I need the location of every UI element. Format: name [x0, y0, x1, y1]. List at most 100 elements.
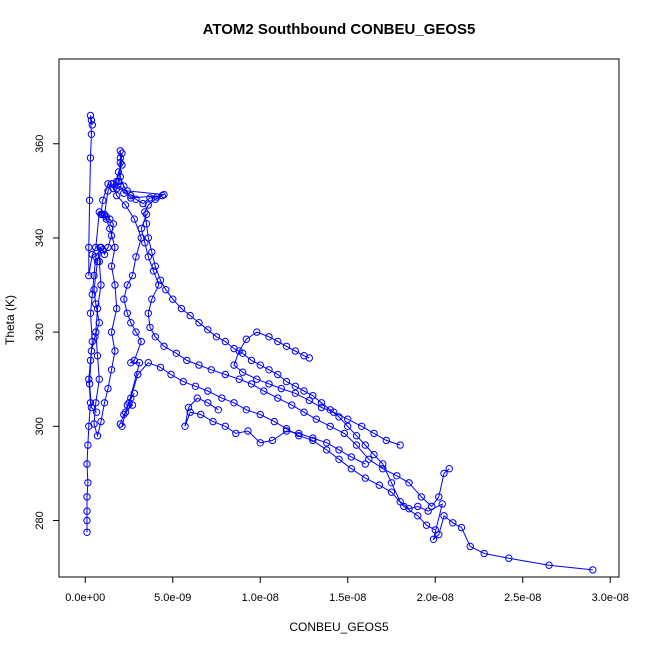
data-point	[340, 429, 348, 438]
data-point	[270, 417, 278, 426]
x-tick-label: 1.5e-08	[329, 592, 366, 604]
data-point	[265, 366, 273, 374]
data-point	[545, 561, 553, 569]
data-series-3	[118, 359, 439, 534]
data-point	[256, 410, 264, 419]
data-point	[132, 328, 140, 336]
data-point	[90, 286, 98, 294]
data-point	[449, 519, 457, 527]
series-line	[140, 214, 450, 508]
data-point	[323, 439, 331, 447]
data-point	[365, 455, 373, 463]
data-point	[400, 502, 408, 511]
data-point	[370, 429, 378, 438]
data-point	[379, 465, 387, 473]
data-point	[235, 347, 243, 355]
data-point	[183, 356, 191, 365]
data-point	[282, 427, 291, 435]
data-point	[457, 523, 466, 532]
data-point	[480, 549, 488, 558]
data-point	[86, 154, 95, 162]
data-point	[148, 295, 156, 303]
data-point	[186, 408, 194, 416]
data-point	[162, 286, 170, 294]
data-point	[247, 380, 256, 388]
data-point	[396, 441, 404, 449]
data-point	[137, 337, 146, 346]
data-point	[387, 488, 396, 496]
data-point	[104, 384, 112, 393]
data-point	[100, 399, 109, 407]
data-point	[204, 387, 212, 395]
data-point	[256, 361, 264, 369]
data-point	[309, 434, 317, 442]
data-point	[309, 436, 317, 445]
data-point	[86, 111, 95, 120]
data-point	[156, 363, 165, 372]
data-point	[414, 512, 422, 520]
data-point	[93, 432, 102, 440]
data-point	[295, 429, 303, 438]
data-point	[93, 257, 102, 266]
data-point	[305, 396, 313, 405]
data-point	[209, 417, 217, 426]
data-point	[107, 262, 116, 270]
data-point	[431, 526, 439, 534]
data-point	[96, 243, 104, 252]
data-point	[344, 415, 352, 423]
data-point	[291, 389, 299, 397]
data-point	[309, 392, 317, 400]
y-tick-label: 300	[34, 417, 46, 435]
data-point	[85, 243, 93, 252]
data-point	[445, 465, 453, 473]
data-point	[352, 432, 361, 440]
data-point	[218, 394, 226, 402]
data-point	[422, 521, 431, 529]
series-line	[121, 362, 436, 531]
data-point	[148, 248, 156, 256]
data-point	[177, 304, 186, 313]
data-point	[440, 512, 448, 520]
data-point	[428, 502, 436, 511]
data-point	[132, 195, 140, 204]
data-point	[127, 319, 135, 327]
data-point	[295, 432, 303, 440]
data-point	[330, 408, 338, 416]
data-point	[169, 295, 177, 303]
data-point	[121, 201, 130, 209]
data-point	[244, 427, 252, 435]
data-point	[123, 401, 132, 409]
data-point	[179, 377, 188, 386]
data-point	[87, 403, 96, 412]
data-point	[256, 439, 264, 447]
data-point	[352, 441, 361, 449]
data-point	[95, 319, 104, 327]
data-series-2	[137, 210, 453, 511]
data-point	[230, 361, 238, 369]
data-point	[300, 387, 308, 395]
data-point	[85, 422, 93, 430]
data-point	[144, 201, 153, 209]
data-point	[144, 359, 153, 367]
data-point	[144, 309, 153, 317]
data-point	[113, 184, 121, 193]
data-series-5	[181, 394, 369, 468]
data-point	[116, 147, 125, 155]
y-tick-label: 360	[34, 135, 46, 153]
x-tick-label: 0.0e+00	[65, 592, 105, 604]
data-point	[300, 408, 308, 416]
data-point	[197, 410, 205, 419]
data-series-7	[109, 147, 146, 428]
data-point	[247, 356, 256, 365]
data-point	[204, 326, 212, 334]
data-point	[111, 347, 119, 355]
data-point	[312, 415, 320, 423]
data-point	[375, 481, 383, 489]
data-point	[92, 300, 100, 308]
data-point	[120, 410, 128, 419]
data-point	[347, 465, 355, 473]
data-point	[239, 368, 247, 376]
data-point	[235, 375, 243, 383]
data-point	[92, 399, 100, 407]
data-point	[83, 493, 91, 501]
